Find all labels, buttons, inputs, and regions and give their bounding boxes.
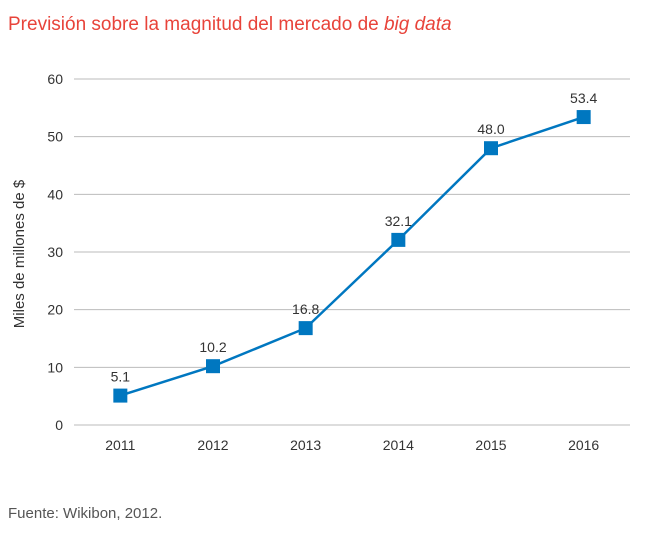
- data-point-marker: [113, 388, 128, 403]
- data-point-marker: [576, 110, 591, 125]
- y-tick-labels: 0 10 20 30 40 50 60: [47, 71, 63, 433]
- y-tick-label: 30: [47, 244, 63, 260]
- x-tick-label: 2013: [290, 437, 321, 453]
- y-tick-label: 60: [47, 71, 63, 87]
- gridlines: [74, 78, 630, 426]
- data-label: 32.1: [385, 213, 412, 229]
- series-line: [119, 115, 585, 397]
- data-label: 48.0: [477, 121, 504, 137]
- y-axis-label: Miles de millones de $: [11, 179, 28, 328]
- chart-title-italic: big data: [383, 14, 452, 35]
- data-labels: 5.1 10.2 16.8 32.1 48.0 53.4: [111, 90, 598, 385]
- series-line-group: [119, 115, 585, 397]
- data-label: 16.8: [292, 301, 319, 317]
- y-tick-label: 10: [47, 359, 63, 375]
- y-tick-label: 0: [55, 417, 63, 433]
- data-label: 10.2: [199, 339, 226, 355]
- markers: [113, 110, 591, 403]
- data-label: 53.4: [570, 90, 597, 106]
- y-tick-label: 50: [47, 129, 63, 145]
- x-tick-label: 2014: [383, 437, 414, 453]
- y-tick-label: 40: [47, 186, 63, 202]
- chart-title: Previsión sobre la magnitud del mercado …: [8, 14, 452, 36]
- data-point-marker: [484, 141, 498, 156]
- data-point-marker: [206, 359, 220, 374]
- x-tick-label: 2016: [568, 437, 599, 453]
- x-tick-label: 2011: [105, 437, 135, 453]
- y-tick-label: 20: [47, 302, 63, 318]
- data-label: 5.1: [111, 369, 131, 385]
- data-point-marker: [298, 321, 313, 336]
- source-note: Fuente: Wikibon, 2012.: [8, 505, 163, 522]
- chart-title-main: Previsión sobre la magnitud del mercado …: [8, 14, 384, 35]
- x-tick-label: 2015: [475, 437, 506, 453]
- x-tick-label: 2012: [197, 437, 228, 453]
- data-point-marker: [391, 232, 406, 247]
- x-tick-labels: 2011 2012 2013 2014 2015 2016: [105, 437, 599, 453]
